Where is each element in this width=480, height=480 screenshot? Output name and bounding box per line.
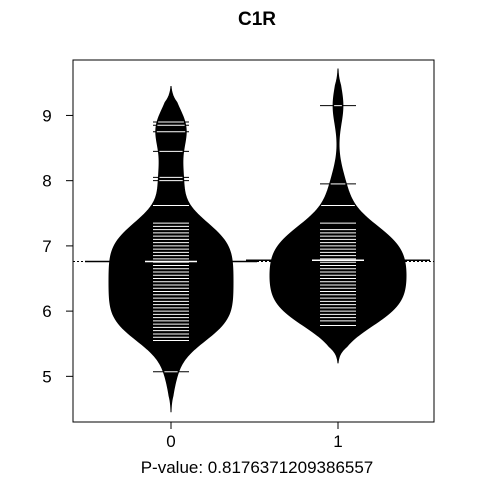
y-tick-label-3: 8 — [42, 172, 51, 191]
bean-density-1 — [269, 68, 407, 364]
y-tick-label-1: 6 — [42, 302, 51, 321]
x-axis-label: P-value: 0.8176371209386557 — [141, 458, 374, 477]
bean-1 — [246, 68, 430, 364]
y-tick-label-4: 9 — [42, 106, 51, 125]
y-tick-label-0: 5 — [42, 367, 51, 386]
x-tick-label-0: 0 — [166, 432, 175, 451]
y-tick-label-2: 7 — [42, 237, 51, 256]
plot-frame — [72, 59, 435, 423]
chart-title: C1R — [238, 9, 276, 30]
y-axis: 5 6 7 8 9 — [42, 106, 73, 386]
x-tick-label-1: 1 — [333, 432, 342, 451]
bean-0 — [85, 86, 257, 413]
beans-layer — [73, 68, 434, 413]
